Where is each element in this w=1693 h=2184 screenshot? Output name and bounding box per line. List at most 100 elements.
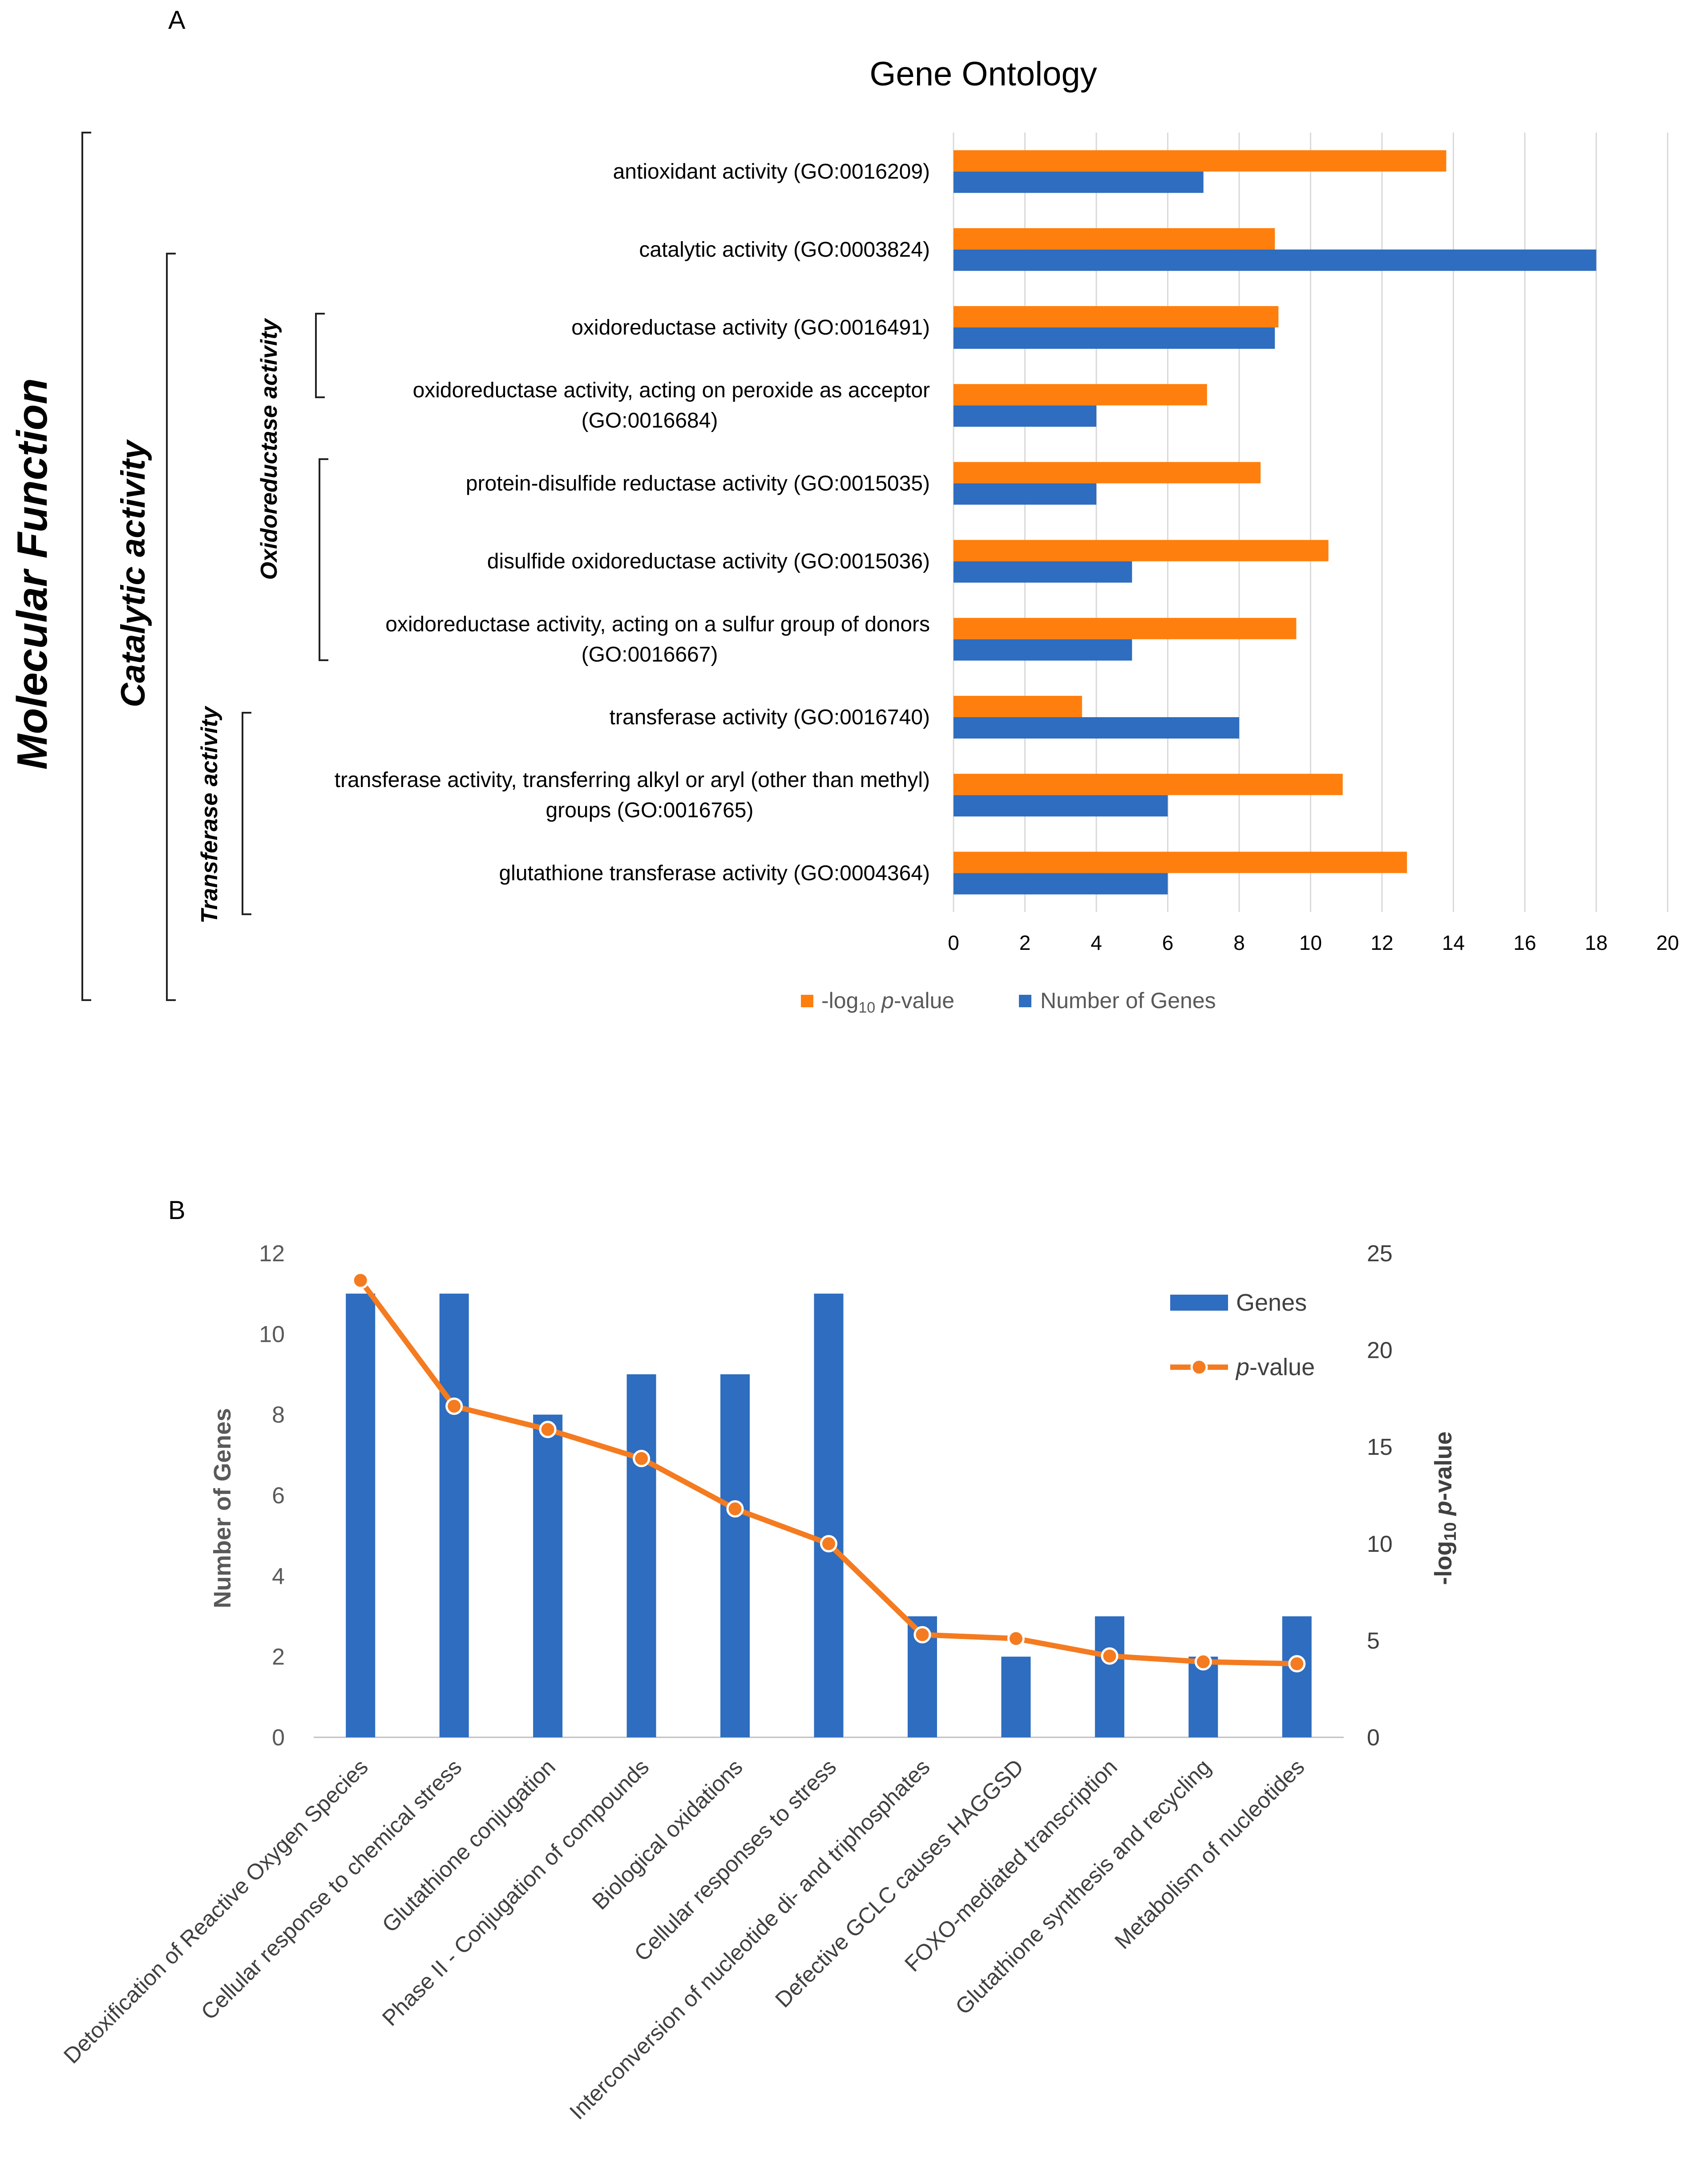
chart-b-line: [352, 1272, 1306, 1673]
x-tick-label: 2: [1019, 931, 1031, 954]
bracket-molecular-function: [81, 132, 91, 1001]
category-label: (GO:0016667): [582, 643, 718, 666]
bar-genes: [954, 405, 1096, 427]
bar-genes: [954, 327, 1275, 349]
panel-b-pathway-chart: 0 2 4 6 8 10 12 0 5 10 15 20 25 Detoxification of R…: [59, 1241, 1460, 2124]
bar-genes: [626, 1374, 656, 1737]
category-label: oxidoreductase activity (GO:0016491): [571, 316, 930, 339]
bar-genes: [954, 873, 1168, 895]
category-label: glutathione transferase activity (GO:000…: [499, 861, 930, 885]
bar-genes: [346, 1293, 376, 1737]
left-tick-label: 8: [272, 1402, 285, 1428]
bar-genes: [954, 795, 1168, 817]
category-label: (GO:0016684): [582, 409, 718, 432]
panel-a-letter: A: [168, 6, 186, 35]
bar-pvalue: [954, 150, 1447, 172]
category-label: catalytic activity (GO:0003824): [639, 238, 930, 262]
bar-pvalue: [954, 852, 1407, 873]
x-tick-label: 10: [1299, 931, 1322, 954]
chart-b-bars: [346, 1293, 1312, 1737]
bar-genes: [954, 249, 1596, 271]
category-label: Interconversion of nucleotide di- and tr…: [565, 1754, 935, 2124]
bracket-catalytic-activity: [166, 253, 176, 1001]
x-tick-label: 16: [1513, 931, 1536, 954]
pvalue-marker: [1007, 1630, 1025, 1647]
left-tick-label: 10: [259, 1321, 285, 1347]
pvalue-marker: [445, 1397, 463, 1415]
pvalue-marker: [633, 1449, 651, 1467]
pvalue-marker: [1194, 1653, 1212, 1671]
legend-swatch-genes: [1019, 995, 1031, 1007]
bar-pvalue: [954, 540, 1329, 561]
bar-genes: [814, 1293, 844, 1737]
x-tick-label: 4: [1091, 931, 1102, 954]
category-label: transferase activity (GO:0016740): [610, 706, 930, 729]
legend-label-pvalue-b: p-value: [1235, 1354, 1315, 1381]
chart-a-x-tick-labels: 0 2 4 6 8 10 12 14 16 18 20: [948, 931, 1679, 954]
legend-label-genes-b: Genes: [1236, 1289, 1307, 1316]
bar-genes: [1001, 1656, 1031, 1737]
chart-a-category-labels: antioxidant activity (GO:0016209) catalyt…: [335, 160, 930, 885]
bar-genes: [954, 171, 1204, 193]
x-tick-label: 12: [1370, 931, 1393, 954]
chart-a-bars: [954, 150, 1596, 895]
left-tick-label: 0: [272, 1725, 285, 1751]
chart-b-category-labels: Detoxification of Reactive Oxygen Specie…: [59, 1754, 1309, 2124]
pvalue-marker: [352, 1272, 369, 1289]
x-tick-label: 20: [1656, 931, 1679, 954]
left-tick-label: 12: [259, 1241, 285, 1267]
right-tick-label: 5: [1367, 1628, 1380, 1654]
panel-a-go-chart: Gene Ontology antioxidant activity (GO:0…: [8, 55, 1679, 1016]
bar-genes: [439, 1293, 469, 1737]
pvalue-marker: [820, 1535, 837, 1553]
chart-b-right-ticks: 0 5 10 15 20 25: [1367, 1241, 1393, 1751]
bar-genes: [1095, 1616, 1124, 1737]
bracket-oxidoreductase-activity: [315, 313, 328, 661]
x-tick-label: 0: [948, 931, 959, 954]
pvalue-marker: [1101, 1647, 1119, 1665]
legend-label-genes: Number of Genes: [1040, 988, 1216, 1013]
category-label: protein-disulfide reductase activity (GO…: [466, 472, 930, 495]
legend-label-pvalue: -log10 p-value: [821, 988, 954, 1016]
pvalue-marker: [726, 1500, 744, 1518]
label-oxidoreductase-activity: Oxidoreductase activity: [256, 318, 282, 580]
chart-b-ylabel-right: -log10 p-value: [1430, 1431, 1460, 1585]
right-tick-label: 0: [1367, 1725, 1380, 1751]
bar-genes: [720, 1374, 750, 1737]
chart-a-legend: -log10 p-value Number of Genes: [801, 988, 1216, 1016]
x-tick-label: 14: [1442, 931, 1465, 954]
bar-pvalue: [954, 618, 1297, 639]
right-tick-label: 15: [1367, 1434, 1393, 1460]
x-tick-label: 18: [1585, 931, 1608, 954]
chart-b-ylabel-left: Number of Genes: [209, 1408, 236, 1608]
legend-marker-pvalue-b: [1190, 1358, 1208, 1376]
bar-pvalue: [954, 384, 1207, 406]
category-label: Metabolism of nucleotides: [1110, 1754, 1309, 1954]
panel-b-letter: B: [168, 1196, 186, 1225]
bar-genes: [1282, 1616, 1312, 1737]
right-tick-label: 10: [1367, 1531, 1393, 1557]
right-tick-label: 25: [1367, 1241, 1393, 1267]
category-label: Biological oxidations: [587, 1754, 748, 1914]
x-tick-label: 8: [1233, 931, 1245, 954]
label-catalytic-activity: Catalytic activity: [114, 439, 152, 707]
left-tick-label: 4: [272, 1563, 285, 1589]
bar-pvalue: [954, 462, 1261, 484]
category-label: transferase activity, transferring alkyl…: [335, 768, 930, 792]
category-label: oxidoreductase activity, acting on a sul…: [385, 613, 930, 636]
right-tick-label: 20: [1367, 1338, 1393, 1364]
label-transferase-activity: Transferase activity: [197, 705, 222, 924]
category-label: Cellular responses to stress: [629, 1754, 841, 1966]
legend-swatch-pvalue: [801, 995, 813, 1007]
category-label: groups (GO:0016765): [546, 799, 754, 822]
bar-pvalue: [954, 228, 1275, 250]
category-label: Glutathione conjugation: [377, 1754, 560, 1937]
bar-pvalue: [954, 774, 1343, 795]
bar-genes: [954, 717, 1239, 739]
category-label: oxidoreductase activity, acting on perox…: [413, 379, 930, 402]
bar-pvalue: [954, 696, 1082, 717]
pvalue-marker: [539, 1421, 557, 1438]
chart-b-legend: Genes p-value: [1170, 1289, 1315, 1381]
pvalue-marker: [1288, 1655, 1306, 1673]
